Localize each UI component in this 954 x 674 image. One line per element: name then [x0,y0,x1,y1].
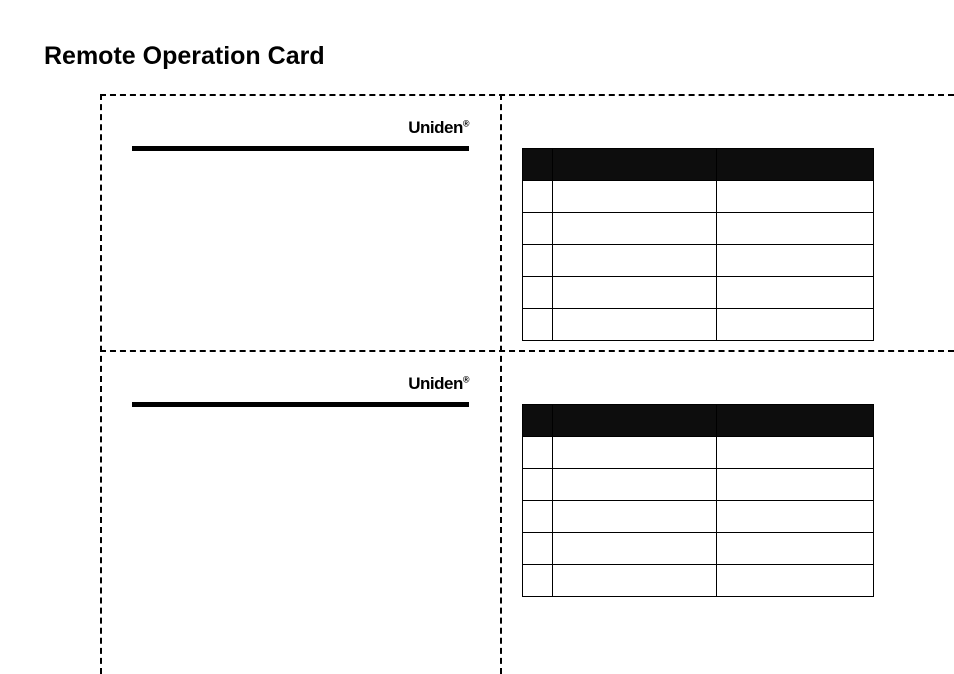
table-cell [717,277,874,309]
table-cell [523,469,553,501]
table-cell [523,277,553,309]
table-cell [552,533,717,565]
table-row [523,277,874,309]
cut-line-top [100,94,954,96]
table-cell [523,501,553,533]
cards-container: Uniden® Uniden® [100,94,954,674]
table-cell [523,213,553,245]
table-cell [717,245,874,277]
brand-text: Uniden [408,374,463,393]
cut-line-left [100,94,102,674]
cut-line-mid [100,350,954,352]
table-header-cell [552,149,717,181]
page-title: Remote Operation Card [44,42,325,71]
table-cell [717,565,874,597]
table-header-cell [552,405,717,437]
table-cell [717,533,874,565]
table-cell [523,437,553,469]
card-1-front: Uniden® [104,98,489,348]
table-cell [717,469,874,501]
table-row [523,181,874,213]
table-cell [552,277,717,309]
table-row [523,533,874,565]
table-row [523,245,874,277]
brand-logo: Uniden® [408,374,469,394]
brand-reg: ® [463,374,469,384]
brand-logo: Uniden® [408,118,469,138]
table-cell [523,565,553,597]
remote-codes-table [522,404,874,597]
table-header-row [523,149,874,181]
table-cell [552,181,717,213]
table-header-cell [717,405,874,437]
table-header-cell [717,149,874,181]
card-1-back [504,98,904,348]
card-divider-rule [132,146,469,151]
table-cell [523,181,553,213]
table-cell [552,437,717,469]
table-cell [717,437,874,469]
table-cell [717,181,874,213]
table-cell [717,213,874,245]
table-header-cell [523,149,553,181]
table-cell [717,501,874,533]
table-cell [552,245,717,277]
table-row [523,213,874,245]
table-row [523,309,874,341]
card-divider-rule [132,402,469,407]
table-row [523,469,874,501]
card-2-front: Uniden® [104,354,489,604]
table-row [523,437,874,469]
table-cell [552,213,717,245]
cut-line-center [500,94,502,674]
table-row [523,501,874,533]
table-header-row [523,405,874,437]
table-row [523,565,874,597]
brand-reg: ® [463,118,469,128]
remote-codes-table [522,148,874,341]
table-cell [717,309,874,341]
table-cell [523,245,553,277]
table-cell [552,565,717,597]
table-cell [552,309,717,341]
table-cell [552,501,717,533]
table-header-cell [523,405,553,437]
table-cell [523,309,553,341]
table-cell [552,469,717,501]
brand-text: Uniden [408,118,463,137]
table-cell [523,533,553,565]
card-2-back [504,354,904,604]
